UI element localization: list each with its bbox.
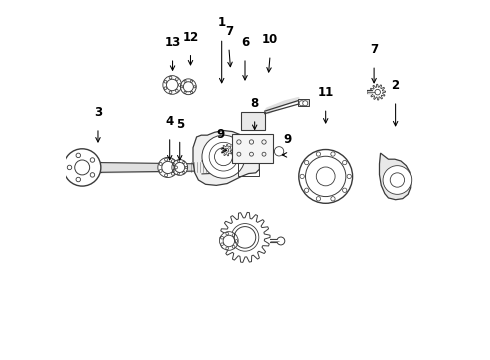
Circle shape <box>347 174 351 179</box>
Circle shape <box>215 148 232 166</box>
Text: 1: 1 <box>218 17 226 30</box>
Text: 13: 13 <box>165 36 181 49</box>
Bar <box>238 153 259 176</box>
Bar <box>242 112 265 130</box>
Circle shape <box>331 197 335 201</box>
Circle shape <box>220 231 238 250</box>
Circle shape <box>306 156 346 197</box>
Circle shape <box>67 165 72 170</box>
Polygon shape <box>245 136 258 148</box>
Bar <box>298 99 309 106</box>
Circle shape <box>180 79 196 95</box>
Circle shape <box>277 237 285 245</box>
Text: 11: 11 <box>318 86 334 99</box>
Circle shape <box>202 135 245 178</box>
Text: 6: 6 <box>241 36 249 49</box>
Polygon shape <box>258 136 270 148</box>
Circle shape <box>383 166 412 194</box>
Circle shape <box>64 149 101 186</box>
Polygon shape <box>233 148 245 160</box>
Circle shape <box>158 157 178 177</box>
Text: 9: 9 <box>283 133 292 146</box>
Bar <box>232 134 273 163</box>
Text: 3: 3 <box>94 106 102 119</box>
Polygon shape <box>258 148 270 160</box>
Circle shape <box>231 224 259 251</box>
Polygon shape <box>220 212 270 262</box>
Circle shape <box>343 161 347 165</box>
Circle shape <box>172 159 188 175</box>
Polygon shape <box>232 136 245 148</box>
Circle shape <box>274 147 284 156</box>
Text: 4: 4 <box>166 115 174 128</box>
Circle shape <box>390 173 405 187</box>
Circle shape <box>75 160 90 175</box>
Polygon shape <box>246 148 257 160</box>
Circle shape <box>343 188 347 192</box>
Circle shape <box>316 167 335 186</box>
Polygon shape <box>221 144 232 156</box>
Circle shape <box>316 197 320 201</box>
Circle shape <box>304 188 309 192</box>
Text: 5: 5 <box>175 117 184 131</box>
Polygon shape <box>265 98 299 114</box>
Text: 2: 2 <box>392 79 400 92</box>
Text: 7: 7 <box>225 25 233 39</box>
Circle shape <box>163 76 181 94</box>
Circle shape <box>76 153 80 158</box>
Circle shape <box>90 158 95 162</box>
Circle shape <box>303 101 308 106</box>
Circle shape <box>316 152 320 156</box>
Circle shape <box>299 149 353 203</box>
Text: 8: 8 <box>250 97 259 110</box>
Circle shape <box>299 101 304 106</box>
Circle shape <box>300 174 304 179</box>
Text: 12: 12 <box>182 31 198 44</box>
Text: 10: 10 <box>262 33 278 46</box>
Text: 7: 7 <box>370 43 378 56</box>
Circle shape <box>90 173 95 177</box>
Polygon shape <box>370 84 386 100</box>
Circle shape <box>76 177 80 182</box>
Circle shape <box>304 161 309 165</box>
Polygon shape <box>193 131 259 185</box>
Text: 9: 9 <box>217 128 225 141</box>
Polygon shape <box>379 153 411 200</box>
Circle shape <box>331 152 335 156</box>
